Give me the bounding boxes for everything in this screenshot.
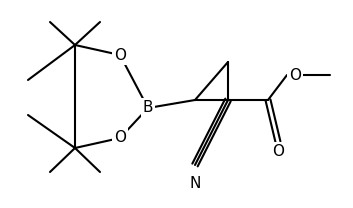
Text: O: O	[114, 130, 126, 146]
Text: O: O	[289, 68, 301, 83]
Text: B: B	[143, 100, 153, 115]
Text: O: O	[114, 47, 126, 62]
Text: O: O	[272, 145, 284, 160]
Text: N: N	[189, 176, 201, 191]
